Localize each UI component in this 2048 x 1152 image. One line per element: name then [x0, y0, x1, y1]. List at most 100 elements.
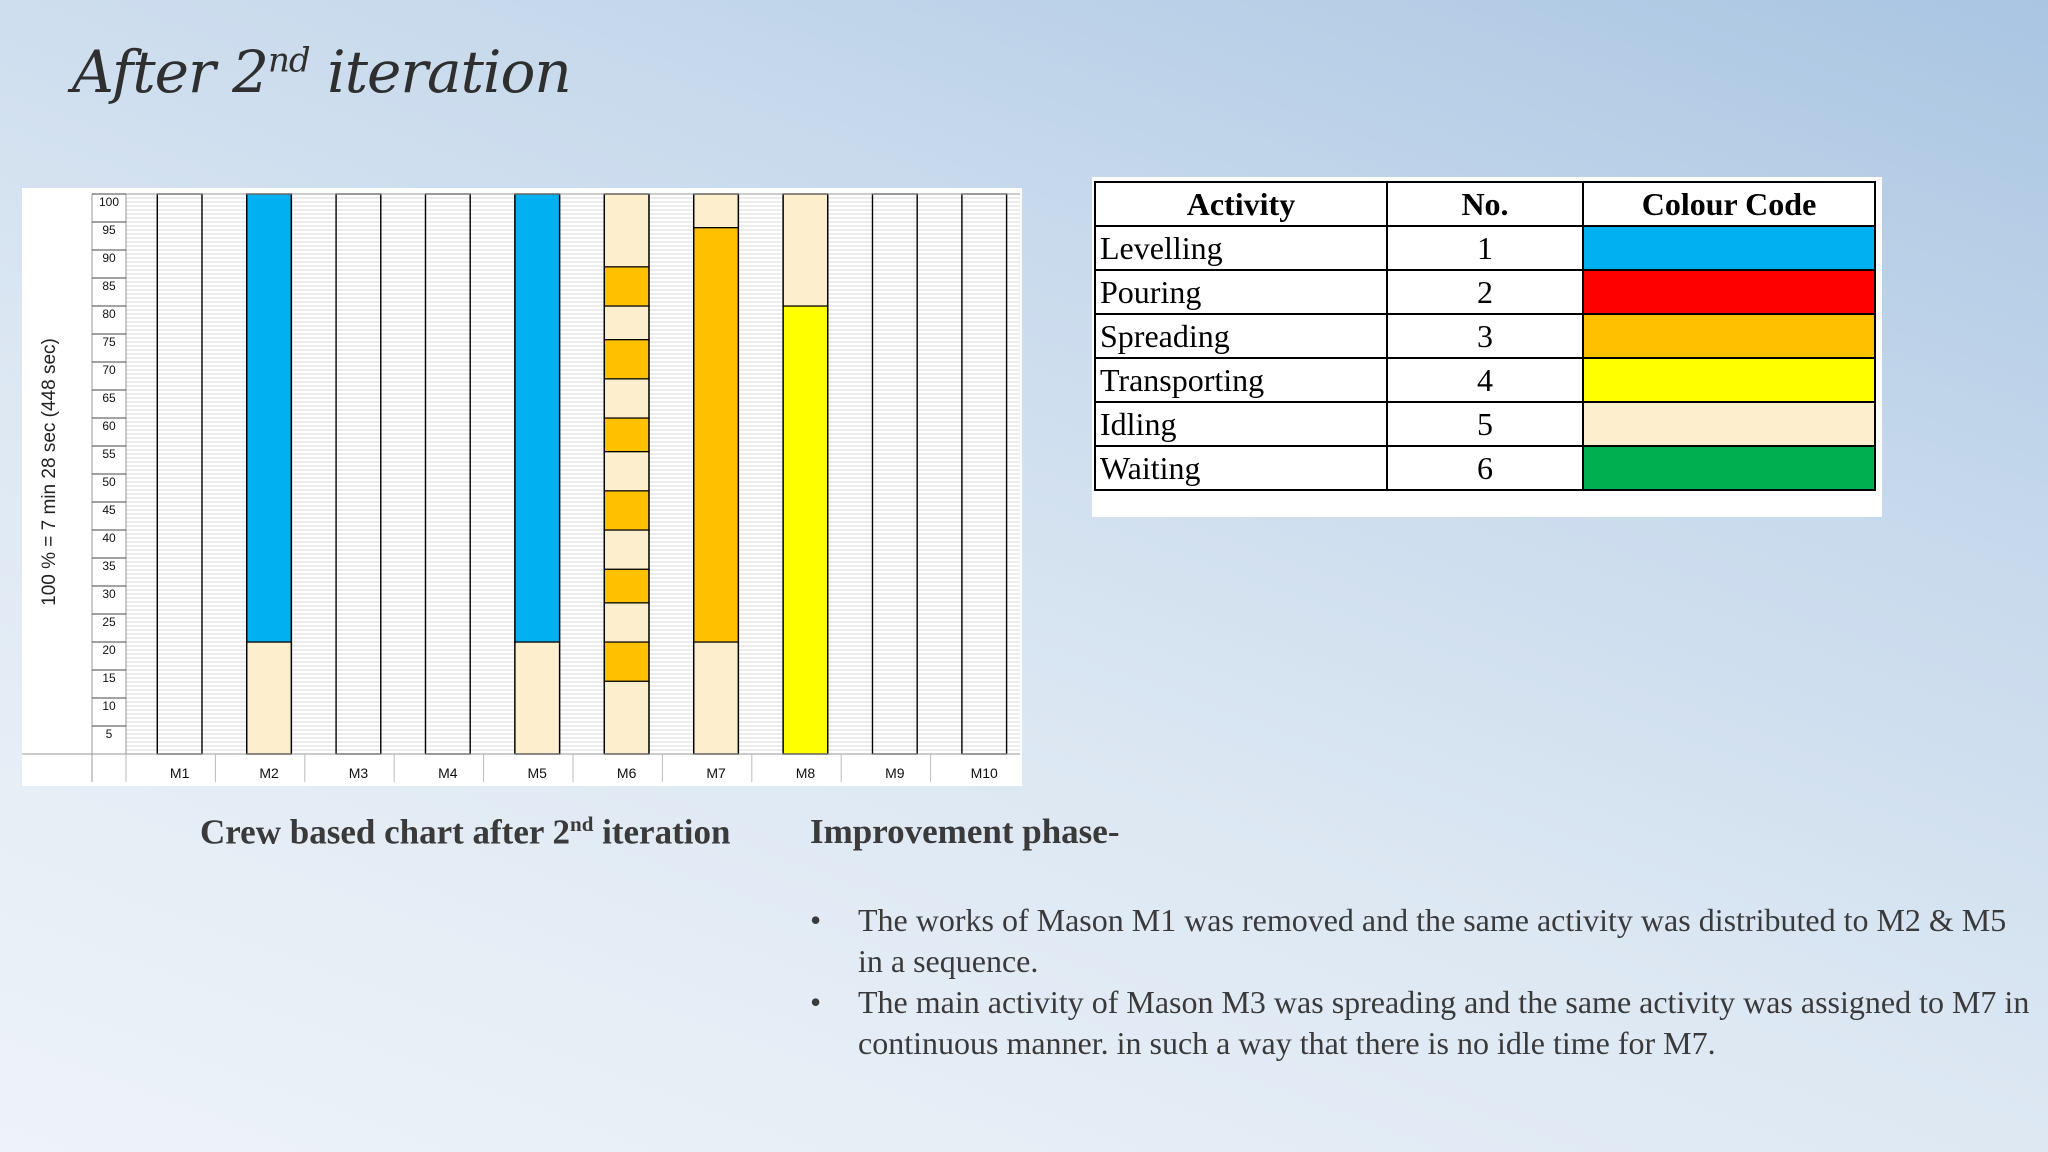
y-tick-label: 80: [102, 307, 116, 321]
y-tick-label: 70: [102, 363, 116, 377]
bar-segment-m6-idling: [603, 193, 650, 268]
bar-segment-m5-levelling: [514, 193, 561, 643]
y-axis-label: 100 % = 7 min 28 sec (448 sec): [39, 338, 60, 606]
y-tick-label: 55: [102, 447, 116, 461]
x-tick-label: M9: [885, 765, 905, 781]
bar-segment-m8-transporting: [782, 305, 829, 755]
y-tick-label: 90: [102, 251, 116, 265]
bar-segment-m5-idling: [514, 641, 561, 755]
bullet-item: • The works of Mason M1 was removed and t…: [810, 900, 2030, 982]
bar-segment-m6-spreading: [603, 339, 650, 380]
y-tick-label: 75: [102, 335, 116, 349]
x-tick-label: M1: [170, 765, 190, 781]
bar-segment-m8-idling: [782, 193, 829, 307]
bar-segment-m6-idling: [603, 378, 650, 419]
chart-axis: 5 10 15 20 25 30 35 40 45 50 55 60 65 70 75 80 85 90 95 100…: [22, 193, 1020, 782]
y-tick-label: 35: [102, 559, 116, 573]
legend-no: 6: [1386, 445, 1584, 491]
bar-segment-m7-spreading: [693, 226, 739, 643]
legend-activity: Idling: [1094, 401, 1388, 447]
legend-row: Levelling 1: [1094, 225, 1876, 271]
legend-header-no: No.: [1386, 181, 1584, 227]
legend-swatch-pouring: [1582, 269, 1876, 315]
bar-segment-m7-idling: [693, 641, 739, 755]
bar-segment-m2-idling: [246, 641, 292, 755]
x-tick-label: M6: [617, 765, 637, 781]
legend-activity: Waiting: [1094, 445, 1388, 491]
legend-no: 5: [1386, 401, 1584, 447]
legend-row: Transporting 4: [1094, 357, 1876, 403]
legend-no: 4: [1386, 357, 1584, 403]
legend-row: Idling 5: [1094, 401, 1876, 447]
x-tick-label: M7: [706, 765, 726, 781]
legend-table: Activity No. Colour Code Levelling 1 Pou…: [1094, 181, 1876, 491]
legend-activity: Pouring: [1094, 269, 1388, 315]
y-tick-label: 100: [99, 195, 119, 209]
y-tick-label: 30: [102, 587, 116, 601]
bar-segment-m6-idling: [603, 529, 650, 570]
y-tick-label: 85: [102, 279, 116, 293]
slide-title: After 2nd iteration: [72, 38, 572, 106]
bar-segment-m6-spreading: [603, 490, 650, 531]
bullet-dot: •: [810, 902, 822, 938]
y-tick-label: 15: [102, 671, 116, 685]
legend-activity: Transporting: [1094, 357, 1388, 403]
x-tick-label: M8: [796, 765, 816, 781]
y-tick-label: 50: [102, 475, 116, 489]
bar-segment-m6-idling: [603, 451, 650, 492]
chart-caption-main: Crew based chart after 2: [200, 812, 571, 852]
legend-swatch-idling: [1582, 401, 1876, 447]
legend-no: 2: [1386, 269, 1584, 315]
legend-activity: Levelling: [1094, 225, 1388, 271]
chart-caption-sup: nd: [570, 812, 594, 836]
legend-row: Spreading 3: [1094, 313, 1876, 359]
bar-segment-m6-spreading: [603, 568, 650, 604]
improvement-bullets: • The works of Mason M1 was removed and t…: [810, 900, 2030, 1064]
x-tick-label: M4: [438, 765, 458, 781]
slide-title-main: After 2: [72, 38, 269, 106]
bar-segment-m6-spreading: [603, 641, 650, 682]
y-tick-label: 5: [106, 727, 113, 741]
slide-title-rest: iteration: [309, 38, 572, 106]
legend-swatch-waiting: [1582, 445, 1876, 491]
crew-chart-svg: 5 10 15 20 25 30 35 40 45 50 55 60 65 70 75 80 85 90 95 100…: [22, 193, 1020, 782]
legend-activity: Spreading: [1094, 313, 1388, 359]
legend-swatch-transporting: [1582, 357, 1876, 403]
y-tick-label: 40: [102, 531, 116, 545]
bar-segment-m7-idling: [693, 193, 739, 229]
slide-title-sup: nd: [268, 40, 311, 81]
improvement-title: Improvement phase-: [810, 812, 1120, 851]
y-tick-label: 10: [102, 699, 116, 713]
legend-no: 3: [1386, 313, 1584, 359]
x-tick-label: M2: [259, 765, 279, 781]
x-tick-label: M5: [528, 765, 548, 781]
bar-segment-m6-idling: [603, 602, 650, 643]
crew-chart: 5 10 15 20 25 30 35 40 45 50 55 60 65 70 75 80 85 90 95 100…: [22, 188, 1022, 786]
bar-segment-m2-levelling: [246, 193, 292, 643]
bar-segment-m6-idling: [603, 680, 650, 755]
x-tick-label: M3: [349, 765, 369, 781]
bullet-text: The works of Mason M1 was removed and th…: [858, 902, 2007, 979]
bullet-item: • The main activity of Mason M3 was sprea…: [810, 982, 2030, 1064]
legend-row: Waiting 6: [1094, 445, 1876, 491]
legend-no: 1: [1386, 225, 1584, 271]
legend-swatch-levelling: [1582, 225, 1876, 271]
activity-legend: Activity No. Colour Code Levelling 1 Pou…: [1092, 177, 1882, 517]
bar-segment-m6-spreading: [603, 266, 650, 307]
chart-caption: Crew based chart after 2nd iteration: [200, 812, 730, 853]
legend-header-colour: Colour Code: [1582, 181, 1876, 227]
legend-row: Pouring 2: [1094, 269, 1876, 315]
bar-segment-m6-spreading: [603, 417, 650, 453]
legend-header-activity: Activity: [1094, 181, 1388, 227]
bullet-dot: •: [810, 984, 822, 1020]
legend-swatch-spreading: [1582, 313, 1876, 359]
chart-caption-rest: iteration: [593, 812, 731, 852]
legend-header-row: Activity No. Colour Code: [1094, 181, 1876, 227]
bullet-text: The main activity of Mason M3 was spread…: [858, 984, 2030, 1061]
y-tick-label: 60: [102, 419, 116, 433]
y-tick-label: 65: [102, 391, 116, 405]
x-tick-label: M10: [971, 765, 998, 781]
y-tick-label: 20: [102, 643, 116, 657]
y-tick-label: 25: [102, 615, 116, 629]
bar-segment-m6-idling: [603, 305, 650, 341]
